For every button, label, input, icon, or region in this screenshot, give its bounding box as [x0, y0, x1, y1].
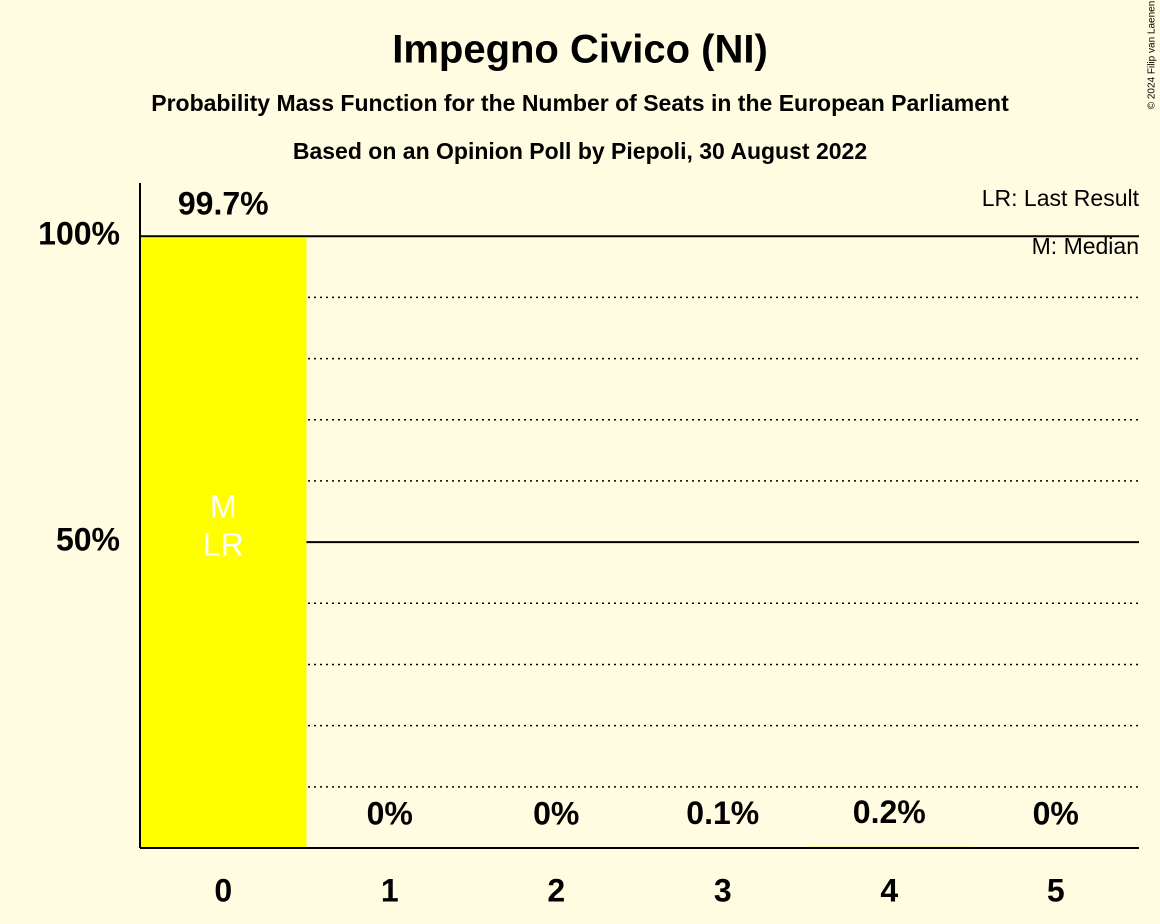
x-tick-label: 4	[880, 872, 898, 908]
chart-title: Impegno Civico (NI)	[392, 28, 768, 72]
bar-annotation: LR	[203, 526, 244, 562]
x-tick-label: 1	[381, 872, 399, 908]
x-tick-label: 5	[1047, 872, 1065, 908]
value-label: 0.2%	[853, 794, 926, 830]
value-label: 0%	[1033, 795, 1079, 831]
y-tick-label: 100%	[38, 216, 120, 252]
subtitle: Probability Mass Function for the Number…	[151, 90, 1009, 116]
legend-entry: LR: Last Result	[982, 185, 1140, 211]
x-tick-label: 3	[714, 872, 732, 908]
value-label: 0%	[533, 795, 579, 831]
x-tick-label: 2	[547, 872, 565, 908]
value-label: 99.7%	[178, 186, 269, 222]
bar-annotation: M	[210, 488, 237, 524]
subtitle: Based on an Opinion Poll by Piepoli, 30 …	[293, 138, 867, 164]
bar	[140, 238, 307, 848]
credit: © 2024 Filip van Laenen	[1147, 1, 1158, 110]
legend-entry: M: Median	[1032, 233, 1139, 259]
y-tick-label: 50%	[56, 522, 120, 558]
x-tick-label: 0	[214, 872, 232, 908]
value-label: 0.1%	[686, 795, 759, 831]
value-label: 0%	[367, 795, 413, 831]
